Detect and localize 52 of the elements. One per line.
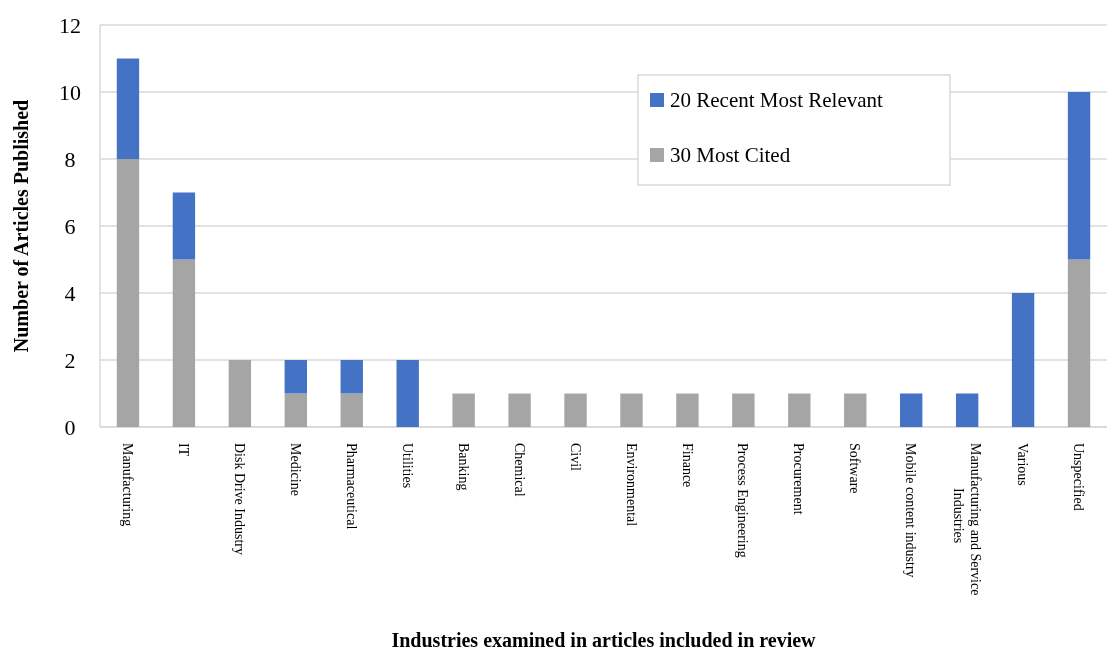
x-tick-label: Procurement xyxy=(791,443,807,515)
y-tick-label: 2 xyxy=(64,347,76,373)
bar xyxy=(116,58,140,159)
bar xyxy=(340,393,363,427)
y-tick-label: 12 xyxy=(59,12,81,38)
legend-label: 20 Recent Most Relevant xyxy=(670,88,884,113)
bar xyxy=(844,393,867,427)
bar xyxy=(172,259,196,427)
bar xyxy=(620,393,643,427)
bar xyxy=(172,192,196,260)
x-tick-label: Unspecified xyxy=(1071,443,1087,511)
bar xyxy=(284,393,307,427)
x-tick-label: Utilities xyxy=(399,443,415,489)
x-tick-label: Manufacturing and Service Industries xyxy=(950,443,983,596)
y-tick-label: 10 xyxy=(59,79,81,105)
y-axis-title: Number of Articles Published xyxy=(10,99,32,353)
x-tick-label: Pharmaceutical xyxy=(343,443,359,530)
x-tick-label: Mobile content industry xyxy=(903,443,919,578)
x-tick-label: Civil xyxy=(567,443,583,472)
y-tick-label: 6 xyxy=(64,213,76,239)
bar xyxy=(732,393,755,427)
bar xyxy=(1067,92,1091,260)
bar xyxy=(900,393,923,427)
x-tick-label: Various xyxy=(1015,443,1031,486)
x-tick-label: Environmental xyxy=(623,443,639,527)
bar xyxy=(340,360,363,394)
bar xyxy=(228,360,252,427)
bar xyxy=(452,393,475,427)
x-tick-label: IT xyxy=(176,443,192,457)
bar xyxy=(508,393,531,427)
x-tick-label: Process Engineering xyxy=(735,443,751,558)
y-tick-label: 0 xyxy=(64,414,76,440)
bar xyxy=(676,393,699,427)
y-tick-label: 4 xyxy=(64,280,76,306)
x-tick-label: Medicine xyxy=(287,443,303,496)
x-tick-label: Manufacturing xyxy=(120,443,136,527)
bar xyxy=(396,360,419,427)
x-tick-label: Banking xyxy=(455,443,471,491)
x-tick-label: Finance xyxy=(679,443,695,488)
bar xyxy=(1011,293,1035,427)
bar xyxy=(1067,259,1091,427)
x-tick-label: Software xyxy=(847,443,863,494)
legend-label: 30 Most Cited xyxy=(670,143,791,168)
y-tick-label: 8 xyxy=(64,146,76,172)
x-axis-title: Industries examined in articles included in review xyxy=(391,629,817,651)
x-tick-label: Chemical xyxy=(511,443,527,497)
bar xyxy=(955,393,979,427)
bar xyxy=(116,159,140,427)
bar xyxy=(284,360,307,394)
bar xyxy=(788,393,811,427)
bar xyxy=(564,393,587,427)
x-tick-label: Disk Drive Industry xyxy=(231,443,247,555)
